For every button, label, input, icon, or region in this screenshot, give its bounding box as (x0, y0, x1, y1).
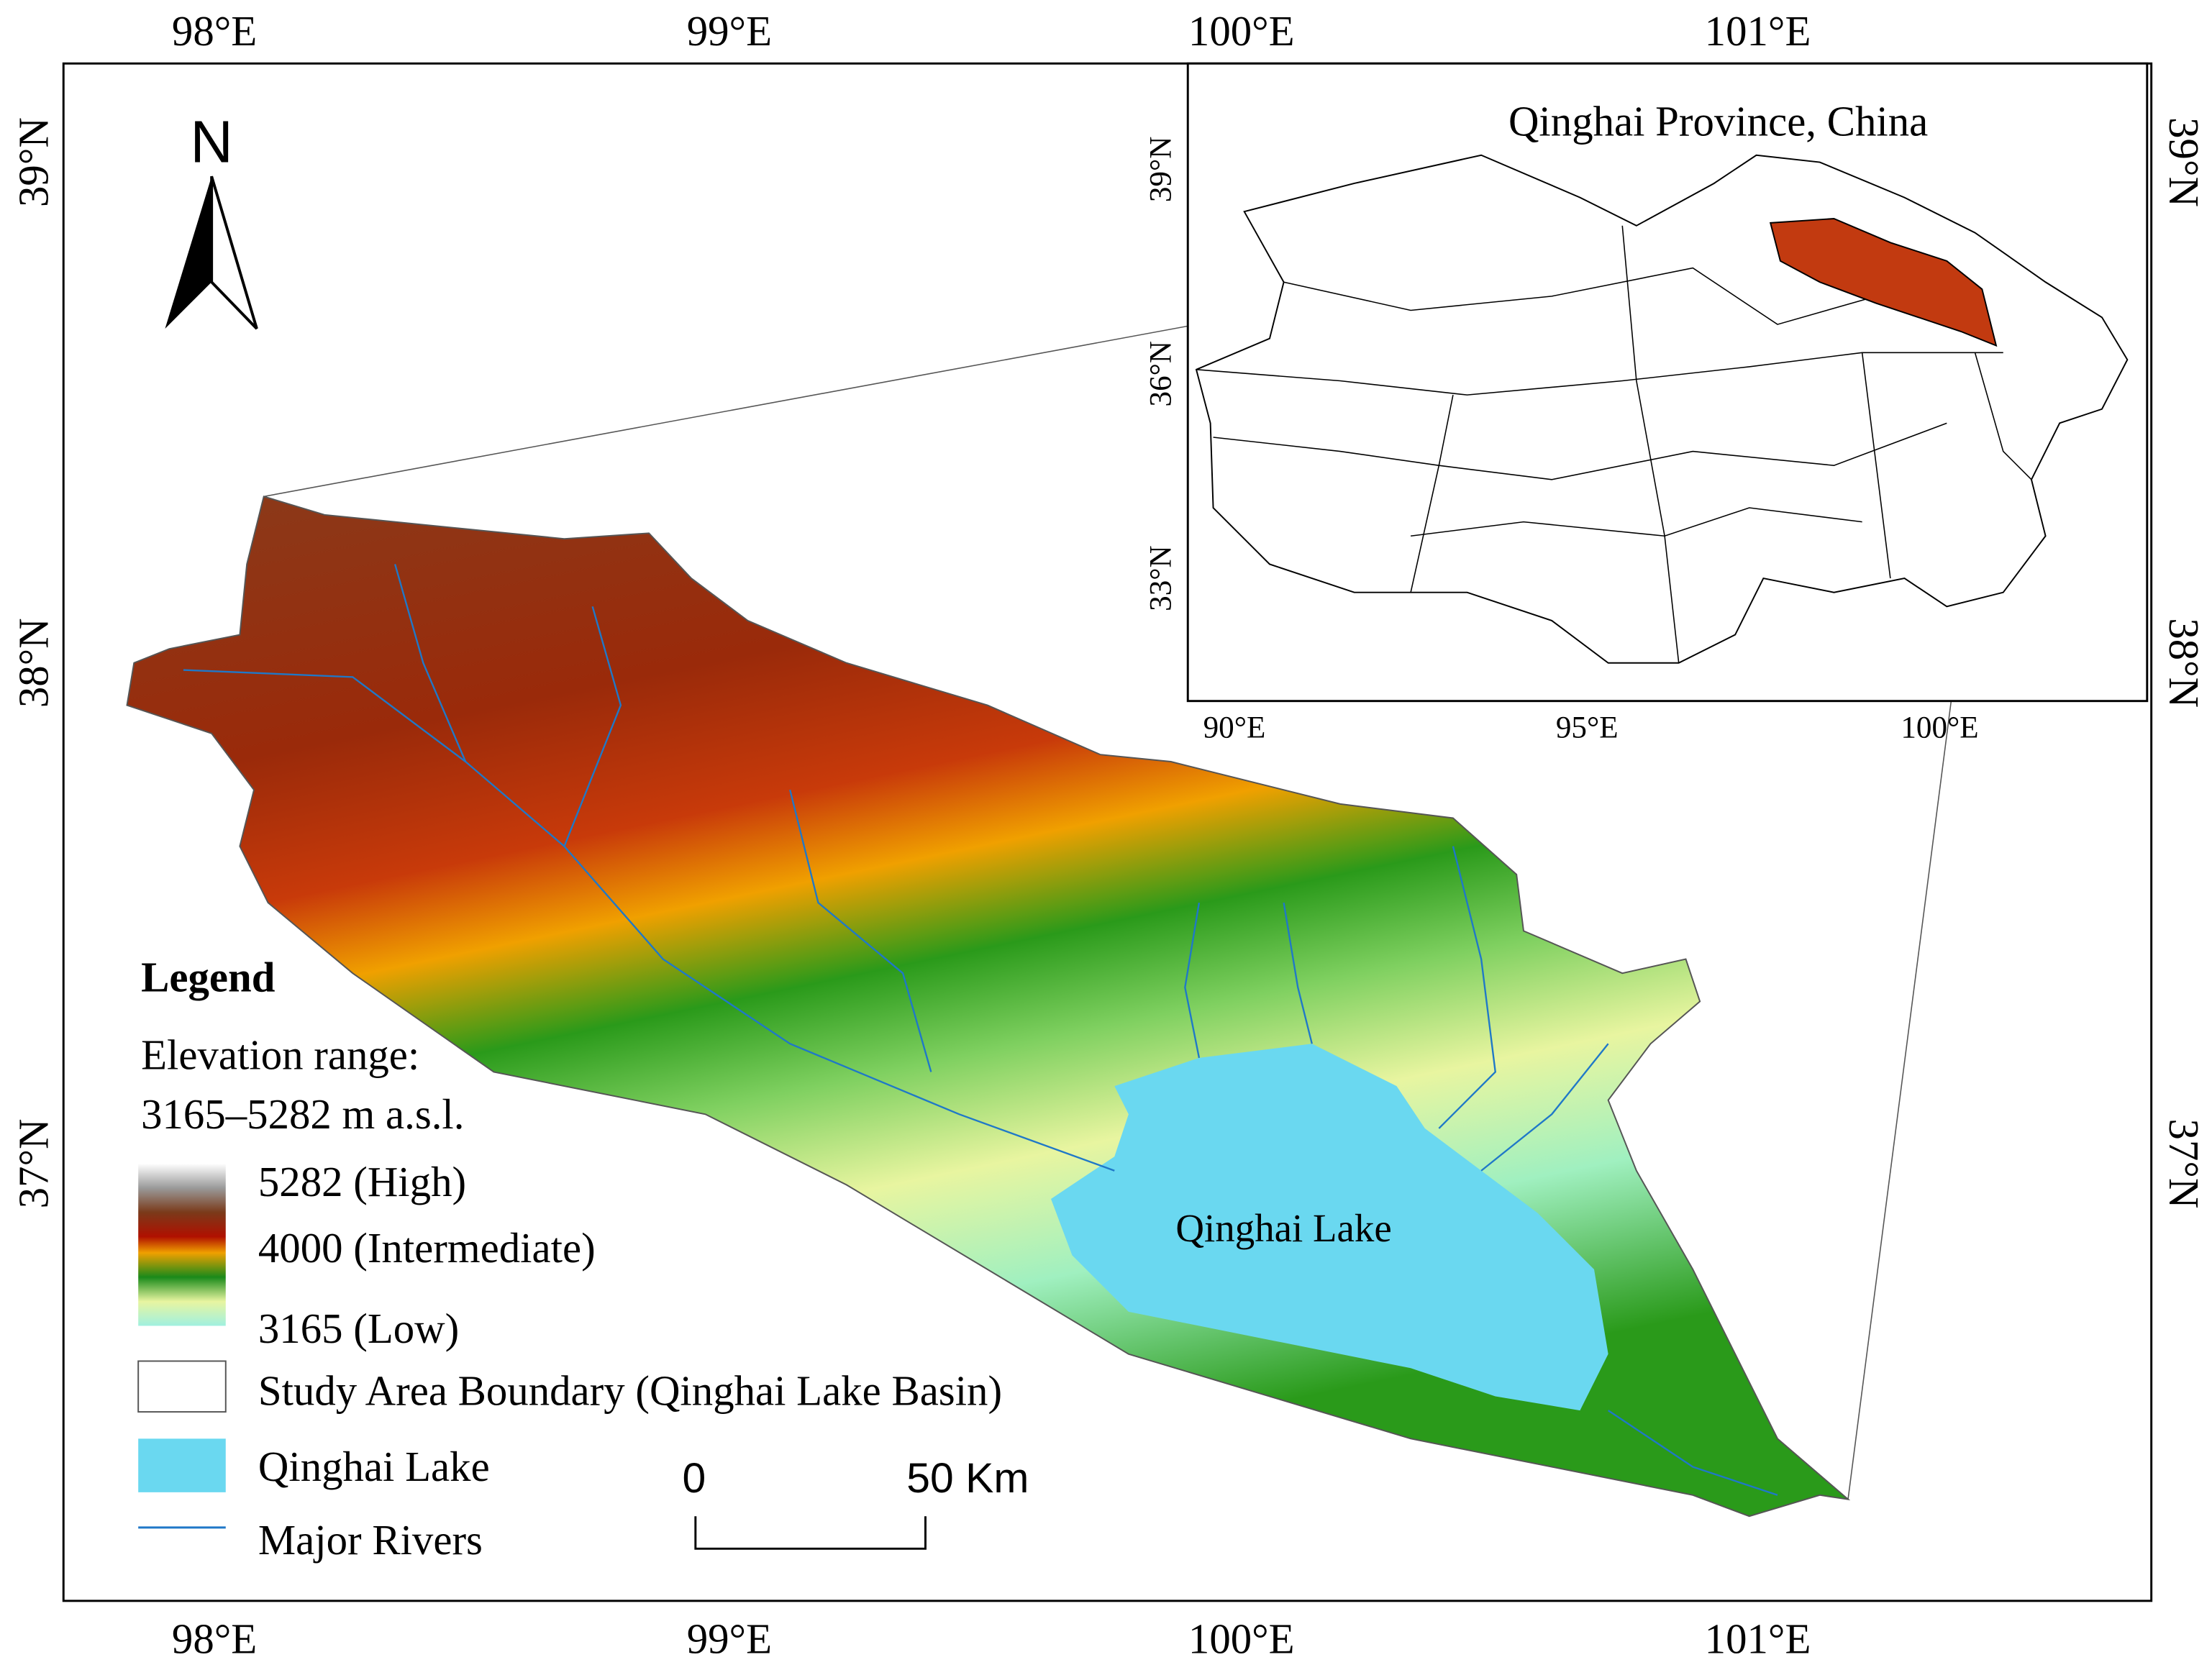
boundary (1621, 225, 1680, 663)
lon-label: 101°E (1705, 1615, 1811, 1662)
lon-label: 99°E (687, 1615, 772, 1662)
boundary (1410, 394, 1454, 593)
river (183, 669, 1115, 1172)
study-area-highlight (1769, 218, 1998, 347)
boundary (1283, 267, 1877, 325)
north-arrow (165, 176, 212, 329)
boundary (1213, 422, 1947, 480)
legend-text: 3165–5282 m a.s.l. (141, 1091, 464, 1138)
map-frame (62, 62, 2153, 1602)
legend-text: Qinghai Lake (258, 1443, 490, 1490)
legend-text: 3165 (Low) (258, 1305, 459, 1352)
scale-bar (694, 1516, 927, 1550)
lake-label: Qinghai Lake (1175, 1206, 1391, 1250)
lon-label: 100°E (1188, 1615, 1295, 1662)
lat-label: 38°N (11, 618, 58, 708)
lon-label: 98°E (172, 8, 257, 55)
lat-label: 37°N (2160, 1119, 2207, 1209)
legend-title: Legend (141, 954, 276, 1001)
lon-label: 99°E (687, 8, 772, 55)
inset-title: Qinghai Province, China (1508, 98, 1928, 145)
lat-label: 38°N (2160, 618, 2207, 708)
rivers (183, 564, 1778, 1496)
boundary (1861, 352, 1891, 579)
boundary (1974, 352, 2032, 480)
river (1184, 902, 1201, 1059)
legend-text: Major Rivers (258, 1517, 483, 1564)
lake-swatch (138, 1438, 226, 1492)
lon-label: 101°E (1705, 8, 1811, 55)
lon-label: 98°E (172, 1615, 257, 1662)
scale-label: 0 (683, 1455, 706, 1502)
inset-lon-label: 100°E (1901, 711, 1978, 745)
boundary-swatch (137, 1360, 227, 1413)
river (1438, 846, 1497, 1129)
inset-lat-label: 36°N (1144, 341, 1178, 407)
legend-text: 4000 (Intermediate) (258, 1225, 596, 1272)
inset-lon-label: 90°E (1203, 711, 1266, 745)
river (393, 564, 467, 762)
inset-lat-label: 33°N (1144, 545, 1178, 611)
inset-lat-label: 39°N (1144, 137, 1178, 203)
district-boundaries (1196, 225, 2032, 663)
graticule-labels: 98°E 98°E 99°E 99°E 100°E 100°E 101°E 101°E 39°N… (11, 8, 2207, 1663)
river (1480, 1043, 1609, 1172)
lake (1051, 1044, 1608, 1411)
elevation-swatch (138, 1163, 226, 1326)
scale-label: 50 Km (906, 1455, 1029, 1502)
legend-text: 5282 (High) (258, 1159, 466, 1205)
lat-label: 39°N (2160, 117, 2207, 207)
river (789, 789, 932, 1072)
river (1283, 902, 1313, 1044)
north-label: N (190, 109, 232, 175)
river (1607, 1410, 1778, 1496)
north-arrow (210, 175, 258, 330)
legend-text: Elevation range: (141, 1032, 419, 1079)
lon-label: 100°E (1188, 8, 1295, 55)
lat-label: 39°N (11, 117, 58, 207)
legend-text: Study Area Boundary (Qinghai Lake Basin) (258, 1367, 1002, 1414)
river (563, 606, 622, 847)
inset-lon-label: 95°E (1556, 711, 1619, 745)
lat-label: 37°N (11, 1119, 58, 1209)
